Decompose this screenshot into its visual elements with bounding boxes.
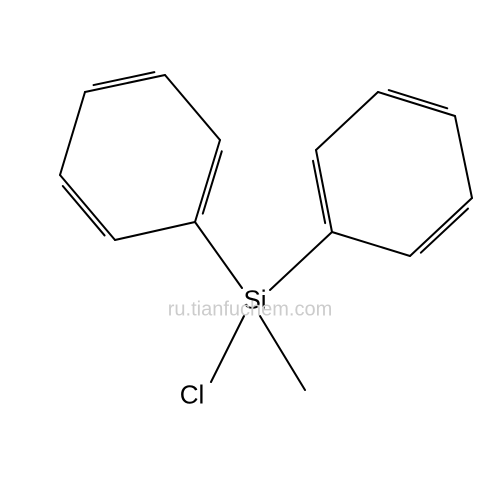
molecule-diagram: { "molecule": { "type": "structural-form… [0, 0, 500, 500]
watermark-text: ru.tianfuchem.com [168, 299, 333, 322]
molecule-svg [0, 0, 500, 500]
atom-label-cl: Cl [180, 380, 205, 411]
